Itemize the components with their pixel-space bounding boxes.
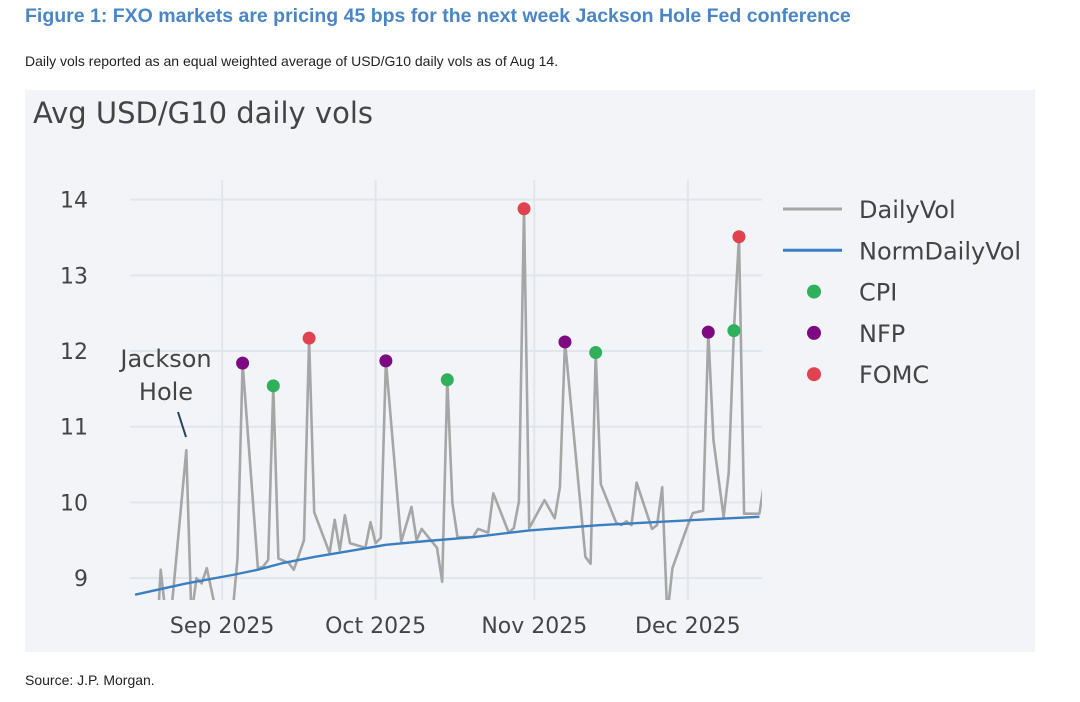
legend-label: CPI [859, 279, 897, 307]
source-note: Source: J.P. Morgan. [25, 672, 155, 688]
legend-item-nfp[interactable]: NFP [807, 320, 905, 348]
chart-title: Avg USD/G10 daily vols [33, 96, 373, 130]
series-dailyvol [157, 207, 762, 600]
nfp-marker [236, 356, 250, 370]
legend-item-cpi[interactable]: CPI [807, 279, 897, 307]
axis-labels: 9 10 11 12 13 14 Sep 2025 Oct 2025 Nov 2025 Dec 2… [60, 189, 741, 639]
y-tick-label: 13 [60, 264, 88, 289]
legend-item-fomc[interactable]: FOMC [807, 361, 929, 389]
jackson-hole-annotation: Jackson Hole [118, 345, 212, 438]
cpi-marker [440, 373, 454, 387]
fomc-marker [517, 202, 531, 216]
legend[interactable]: DailyVol NormDailyVol CPI NFP FOMC [783, 196, 1021, 389]
cpi-marker [727, 324, 741, 338]
legend-dot-icon [807, 284, 821, 299]
legend-dot-icon [807, 367, 821, 382]
x-tick-label: Nov 2025 [481, 614, 587, 639]
figure-title: Figure 1: FXO markets are pricing 45 bps… [25, 5, 851, 27]
y-tick-label: 14 [60, 189, 88, 214]
nfp-marker [379, 354, 393, 368]
annotation-text: Hole [139, 378, 193, 406]
y-tick-label: 11 [60, 416, 88, 441]
x-tick-label: Dec 2025 [635, 614, 741, 639]
gridlines [130, 180, 762, 600]
legend-label: DailyVol [859, 196, 956, 224]
x-tick-label: Sep 2025 [170, 614, 274, 639]
legend-item-normdailyvol[interactable]: NormDailyVol [783, 237, 1021, 265]
legend-label: FOMC [859, 361, 929, 389]
series-lines [134, 207, 762, 600]
nfp-marker [558, 335, 572, 349]
x-tick-label: Oct 2025 [325, 614, 426, 639]
series-normdailyvol [134, 515, 760, 596]
chart-background [25, 90, 1035, 652]
cpi-marker [266, 379, 280, 393]
fomc-marker [302, 331, 316, 345]
annotation-text: Jackson [118, 345, 211, 373]
legend-label: NormDailyVol [859, 237, 1021, 265]
event-markers [236, 202, 746, 393]
fomc-marker [732, 230, 746, 244]
y-tick-label: 10 [60, 491, 88, 516]
legend-label: NFP [859, 320, 905, 348]
cpi-marker [589, 346, 603, 360]
y-tick-label: 9 [74, 567, 88, 592]
annotation-arrow [177, 411, 187, 438]
y-tick-label: 12 [60, 340, 88, 365]
nfp-marker [701, 325, 715, 339]
figure-subtitle: Daily vols reported as an equal weighted… [25, 53, 559, 69]
legend-dot-icon [807, 325, 821, 340]
legend-item-dailyvol[interactable]: DailyVol [783, 196, 956, 224]
